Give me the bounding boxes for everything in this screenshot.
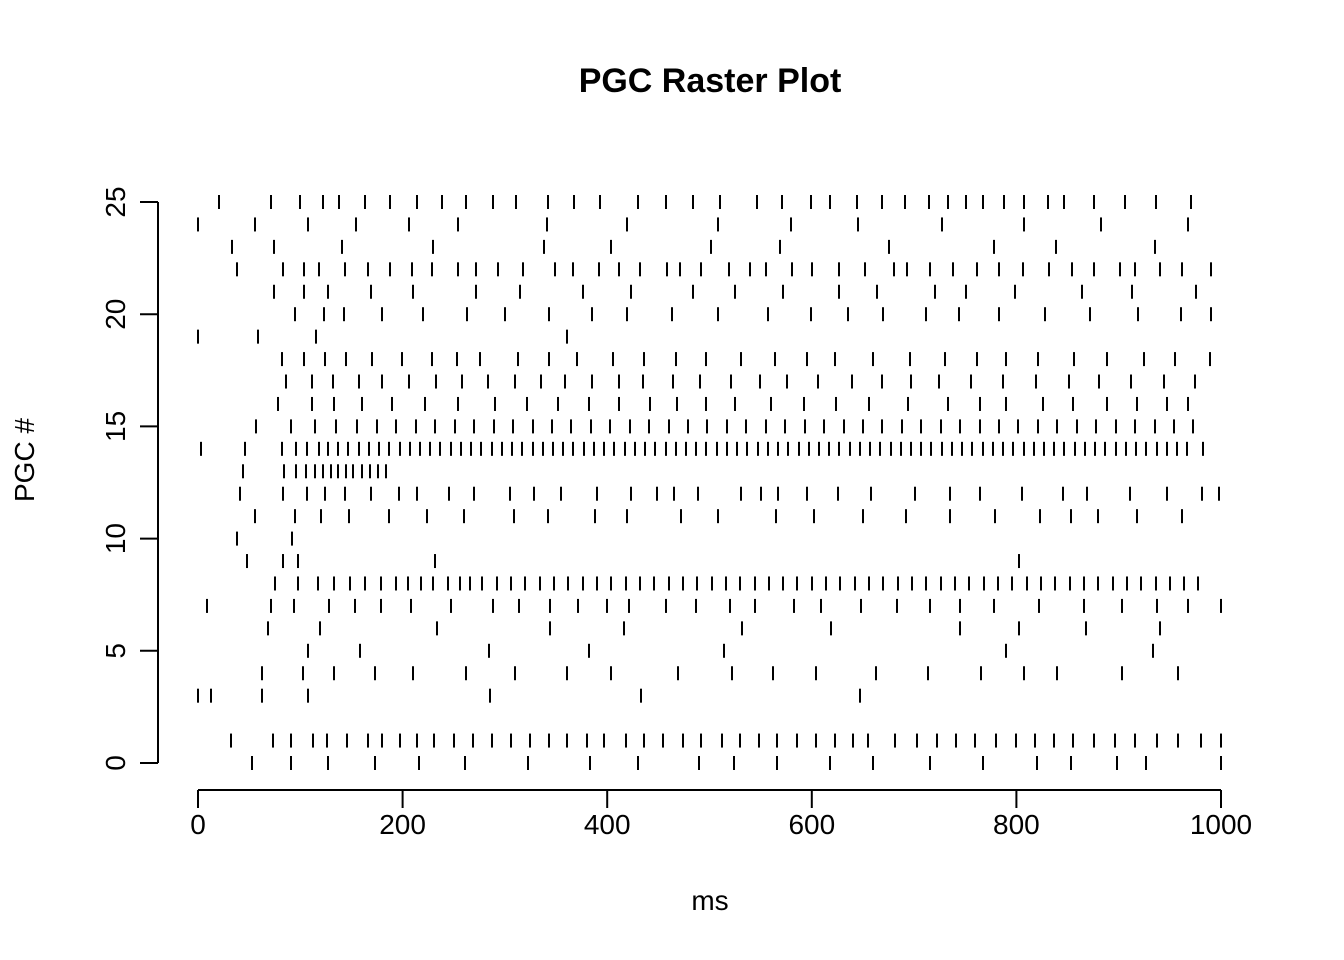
axes: 0 200 400 600 800 1000 0 5 10 15 20 25 bbox=[100, 186, 1252, 840]
spike-train bbox=[273, 284, 1197, 299]
y-tick-label: 10 bbox=[100, 523, 131, 554]
spike-train bbox=[267, 621, 1161, 636]
spike-train bbox=[255, 419, 1194, 434]
y-tick-label: 5 bbox=[100, 643, 131, 659]
y-tick-label: 20 bbox=[100, 299, 131, 330]
x-tick-label: 1000 bbox=[1190, 809, 1252, 840]
x-axis-label: ms bbox=[691, 885, 728, 916]
x-tick-label: 400 bbox=[584, 809, 631, 840]
y-tick-label: 15 bbox=[100, 411, 131, 442]
spike-train bbox=[251, 756, 1222, 770]
spike-train bbox=[285, 374, 1196, 389]
x-tick-label: 600 bbox=[788, 809, 835, 840]
spike-train bbox=[274, 576, 1199, 591]
chart-title: PGC Raster Plot bbox=[579, 62, 842, 100]
y-axis-label: PGC # bbox=[9, 418, 40, 502]
spike-train bbox=[200, 441, 1204, 456]
spike-train bbox=[239, 486, 1220, 501]
spike-train bbox=[197, 329, 568, 344]
spike-train bbox=[197, 217, 1189, 232]
spike-train bbox=[254, 509, 1183, 524]
spike-train bbox=[294, 307, 1212, 322]
spike-trains bbox=[197, 195, 1222, 770]
spike-train bbox=[261, 666, 1179, 681]
spike-train bbox=[281, 352, 1211, 367]
spike-train bbox=[307, 643, 1154, 658]
y-tick-label: 0 bbox=[100, 755, 131, 771]
spike-train bbox=[242, 464, 387, 479]
spike-train bbox=[231, 239, 1156, 254]
y-tick-label: 25 bbox=[100, 186, 131, 217]
spike-train bbox=[246, 554, 1020, 569]
spike-train bbox=[230, 733, 1222, 748]
spike-train bbox=[236, 531, 293, 546]
spike-train bbox=[206, 598, 1222, 613]
spike-train bbox=[277, 396, 1189, 411]
spike-train bbox=[236, 262, 1212, 277]
x-tick-label: 0 bbox=[190, 809, 206, 840]
x-tick-label: 200 bbox=[379, 809, 426, 840]
x-tick-label: 800 bbox=[993, 809, 1040, 840]
spike-train bbox=[218, 195, 1192, 209]
spike-train bbox=[197, 688, 861, 703]
